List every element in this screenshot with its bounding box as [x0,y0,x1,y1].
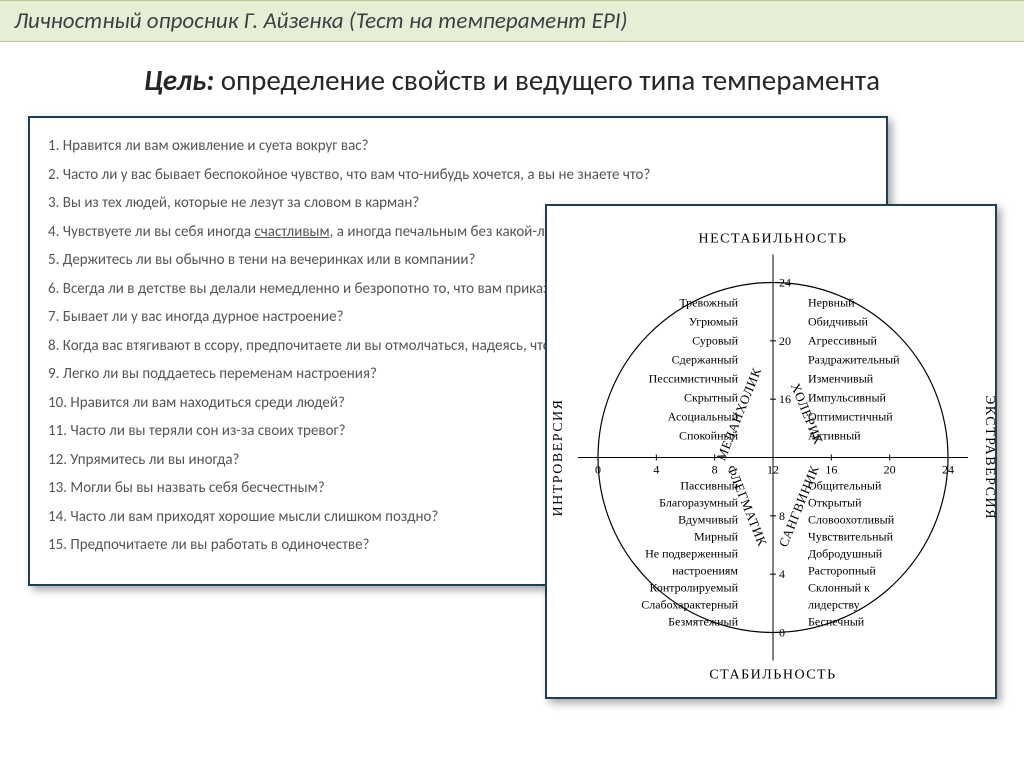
svg-text:настроениям: настроениям [672,564,738,578]
svg-text:Скрытный: Скрытный [684,391,739,405]
svg-text:Благоразумный: Благоразумный [659,496,738,510]
svg-text:Активный: Активный [808,429,861,443]
svg-text:24: 24 [942,463,954,477]
svg-text:20: 20 [884,463,896,477]
svg-text:Склонный к: Склонный к [808,581,870,595]
question-item: 2. Часто ли у вас бывает беспокойное чув… [48,161,868,190]
svg-text:ЭКСТРАВЕРСИЯ: ЭКСТРАВЕРСИЯ [982,395,997,520]
svg-text:Спокойный: Спокойный [679,429,739,443]
svg-text:Мирный: Мирный [694,530,739,544]
svg-text:Чувствительный: Чувствительный [808,530,894,544]
svg-text:24: 24 [779,276,791,290]
svg-text:Контролируемый: Контролируемый [649,581,738,595]
svg-text:16: 16 [825,463,837,477]
svg-text:НЕСТАБИЛЬНОСТЬ: НЕСТАБИЛЬНОСТЬ [699,232,848,247]
svg-text:Сдержанный: Сдержанный [672,353,739,367]
svg-text:Тревожный: Тревожный [679,296,738,310]
svg-text:Импульсивный: Импульсивный [808,391,887,405]
svg-text:Асоциальный: Асоциальный [668,410,739,424]
svg-text:Пассивный: Пассивный [680,479,738,493]
svg-text:Слабохарактерный: Слабохарактерный [641,598,738,612]
svg-text:ИНТРОВЕРСИЯ: ИНТРОВЕРСИЯ [551,399,566,517]
svg-text:16: 16 [779,392,791,406]
svg-text:Словоохотливый: Словоохотливый [808,513,895,527]
goal-text: определение свойств и ведущего типа темп… [214,62,880,98]
svg-text:0: 0 [779,626,785,640]
svg-text:Изменчивый: Изменчивый [808,372,874,386]
svg-text:Не подверженный: Не подверженный [645,547,738,561]
svg-text:12: 12 [767,463,779,477]
svg-text:20: 20 [779,334,791,348]
svg-text:Суровый: Суровый [692,334,738,348]
goal-label: Цель: [144,62,214,98]
svg-text:лидерству: лидерству [808,598,860,612]
svg-text:Безмятежный: Безмятежный [668,615,738,629]
svg-text:Оптимистичный: Оптимистичный [808,410,893,424]
goal-heading: Цель: определение свойств и ведущего тип… [0,42,1024,116]
svg-text:4: 4 [779,567,785,581]
svg-text:Агрессивный: Агрессивный [808,334,877,348]
svg-text:Расторопный: Расторопный [808,564,876,578]
content-area: 1. Нравится ли вам оживление и суета вок… [0,116,1024,706]
svg-text:Угрюмый: Угрюмый [689,315,739,329]
svg-text:4: 4 [653,463,659,477]
svg-text:Общительный: Общительный [808,479,882,493]
svg-text:Открытый: Открытый [808,496,862,510]
svg-text:Нервный: Нервный [808,296,855,310]
svg-text:Вдумчивый: Вдумчивый [678,513,738,527]
temperament-diagram: НЕСТАБИЛЬНОСТЬ СТАБИЛЬНОСТЬ ИНТРОВЕРСИЯ ЭКС… [545,204,997,699]
svg-text:Беспечный: Беспечный [808,615,865,629]
svg-text:Пессимистичный: Пессимистичный [649,372,739,386]
question-item: 1. Нравится ли вам оживление и суета вок… [48,132,868,161]
svg-text:8: 8 [712,463,718,477]
svg-text:Добродушный: Добродушный [808,547,883,561]
page-title: Личностный опросник Г. Айзенка (Тест на … [14,7,627,35]
svg-text:СТАБИЛЬНОСТЬ: СТАБИЛЬНОСТЬ [709,668,836,683]
title-bar: Личностный опросник Г. Айзенка (Тест на … [0,0,1024,42]
svg-text:Обидчивый: Обидчивый [808,315,868,329]
svg-text:Раздражительный: Раздражительный [808,353,900,367]
svg-text:0: 0 [595,463,601,477]
